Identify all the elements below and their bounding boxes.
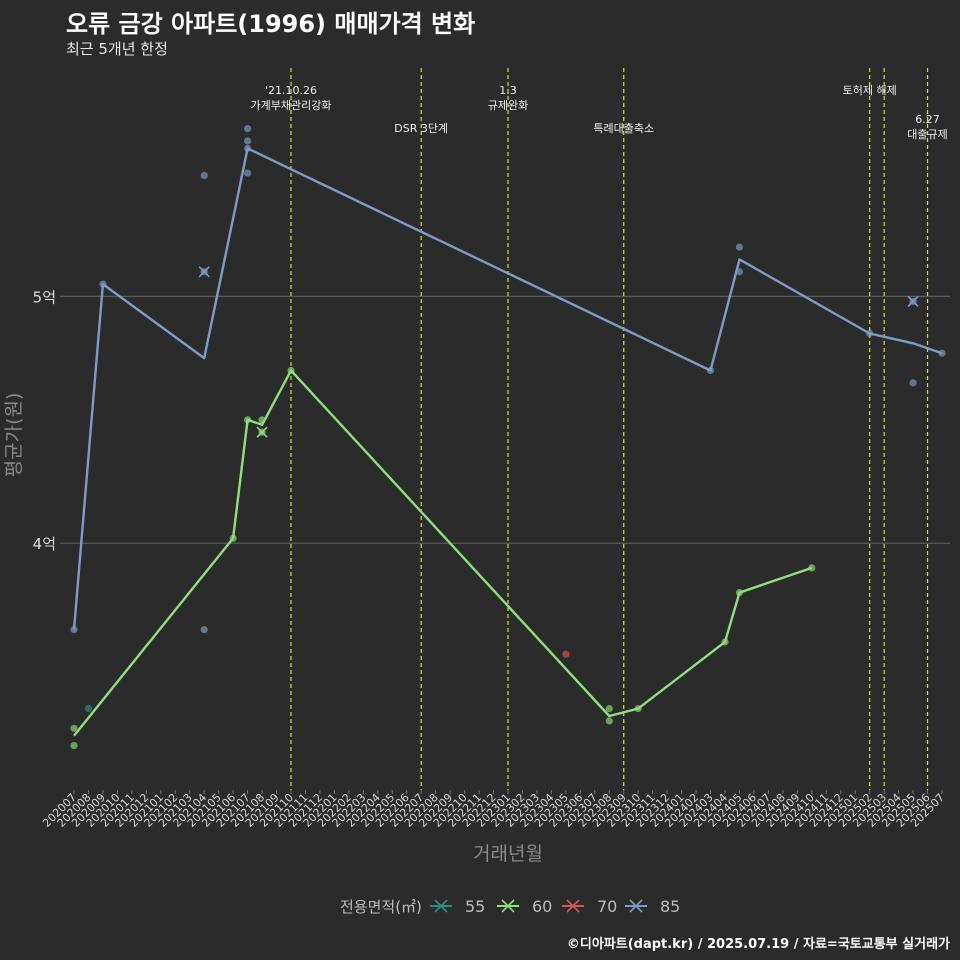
data-point-60	[287, 366, 295, 375]
event-label: 가계부채관리강화	[251, 99, 332, 112]
point-layer	[70, 125, 946, 750]
data-point-85	[244, 125, 252, 133]
x-axis-title: 거래년월	[473, 843, 543, 865]
cross-marker-stroke	[256, 426, 268, 438]
grid-layer	[60, 295, 950, 544]
data-point-85	[244, 169, 252, 177]
data-point-85	[866, 329, 874, 338]
event-label: 규제완화	[488, 99, 528, 112]
legend-item-60: 60	[497, 897, 552, 916]
data-point-85	[735, 243, 744, 251]
legend-label: 55	[465, 897, 485, 916]
event-label: 특례대출축소	[593, 122, 654, 135]
chart-subtitle: 최근 5개년 한정	[66, 40, 168, 58]
data-point-60	[634, 704, 642, 713]
data-point-60	[605, 704, 613, 713]
cross-marker-stroke	[907, 295, 919, 307]
data-point-60	[258, 416, 266, 424]
data-point-60	[70, 724, 78, 732]
event-label: 6.27	[915, 113, 940, 126]
legend-title: 전용면적(㎡)	[340, 898, 422, 916]
legend-label: 60	[532, 897, 552, 916]
data-point-85	[200, 625, 208, 634]
legend-item-55: 55	[430, 897, 485, 916]
event-label: 대출규제	[907, 128, 947, 141]
series-line-60	[73, 369, 813, 737]
data-point-85	[735, 268, 744, 276]
legend-key-cross	[501, 899, 515, 913]
data-point-85	[99, 280, 107, 288]
event-label: DSR 3단계	[394, 122, 448, 135]
legend-key-cross	[566, 899, 580, 913]
event-label: 1.3	[499, 84, 517, 97]
data-point-55	[84, 704, 93, 713]
cross-marker-85	[198, 266, 210, 278]
data-point-85	[70, 625, 78, 634]
data-point-85	[706, 366, 715, 375]
event-label: 토허제 해제	[843, 83, 897, 97]
data-point-60	[244, 416, 252, 424]
y-axis-title: 평균가(원)	[3, 393, 25, 478]
event-label: '21.10.26	[265, 84, 317, 97]
axis-layer: 4억5억202007202008202009202010202011202012…	[33, 288, 947, 829]
cross-marker-85	[907, 295, 919, 307]
legend-key-cross	[434, 899, 448, 913]
legend-label: 85	[660, 897, 680, 916]
cross-marker-stroke	[198, 266, 210, 278]
data-point-85	[244, 144, 252, 152]
legend-key-cross	[629, 899, 643, 913]
legend-label: 70	[597, 897, 617, 916]
source-caption: ©디아파트(dapt.kr) / 2025.07.19 / 자료=국토교통부 실…	[566, 937, 950, 952]
data-point-70	[562, 650, 570, 658]
data-point-85	[938, 349, 946, 357]
cross-marker-60	[256, 426, 268, 438]
legend: 전용면적(㎡) 55 60 70 85	[340, 897, 680, 916]
y-tick-label: 4억	[33, 535, 56, 553]
series-line-85	[72, 147, 943, 630]
legend-item-85: 85	[625, 897, 680, 916]
data-point-60	[229, 534, 237, 542]
data-point-85	[244, 137, 252, 145]
data-point-85	[200, 171, 208, 180]
chart-title: 오류 금강 아파트(1996) 매매가격 변화	[66, 10, 476, 38]
data-point-60	[808, 564, 816, 572]
data-point-60	[721, 638, 729, 646]
data-point-60	[735, 588, 744, 597]
data-point-60	[605, 717, 613, 725]
legend-item-70: 70	[562, 897, 617, 916]
data-point-85	[909, 379, 917, 387]
y-tick-label: 5억	[33, 288, 56, 306]
data-point-60	[70, 741, 78, 750]
